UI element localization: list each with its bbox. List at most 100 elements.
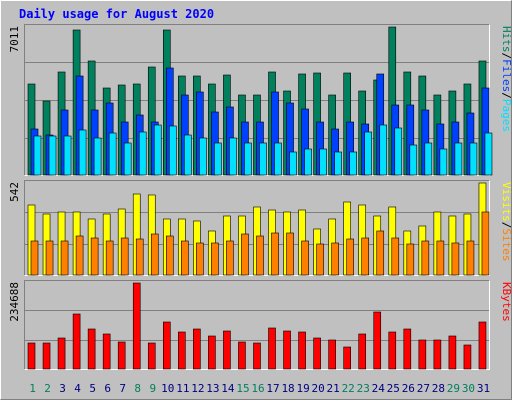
day-tick-label: 10 [161,382,174,395]
day-tick-label: 16 [251,382,264,395]
kbytes-bar-kbytes [253,342,261,370]
visits-bar-sites [286,232,294,276]
kbytes-frame-shadow [24,280,490,370]
kbytes-bar-kbytes [223,330,231,370]
kbytes-bar-kbytes [42,342,51,370]
hits-bar-pages [244,142,252,176]
day-tick-label: 14 [221,382,235,395]
kbytes-bar-kbytes [463,344,472,370]
visits-bar-sites [376,230,385,276]
kbytes-bar-kbytes [313,337,321,370]
label-part-pages: Pages [500,99,512,132]
visits-bar-sites [120,237,129,276]
day-tick-label: 23 [357,382,370,395]
hits-bar-pages [153,124,162,176]
hits-bar-pages [304,148,312,176]
day-tick-label: 8 [134,382,141,395]
visits-bar-sites [256,235,264,276]
day-tick-label: 13 [206,382,219,395]
kbytes-bar-kbytes [117,341,126,370]
day-tick-label: 28 [432,382,445,395]
kbytes-bar-kbytes [87,328,96,370]
hits-bar-pages [319,148,327,176]
day-tick-label: 15 [236,382,249,395]
hits-bar-pages [334,151,342,176]
day-tick-label: 25 [387,382,400,395]
kbytes-frame-highlight [24,280,490,370]
day-tick-label: 18 [281,382,294,395]
day-tick-label: 5 [89,382,96,395]
kbytes-bar-kbytes [373,311,382,370]
hits-bar-pages [184,134,192,176]
kbytes-bar-kbytes [132,282,141,370]
chart-title: Daily usage for August 2020 [19,7,214,21]
label-part-visits: Visits [500,182,512,222]
hits-bar-pages [199,137,207,176]
kbytes-bar-kbytes [433,339,442,370]
visits-right-label: Visits/Sites [500,182,512,262]
hits-bar-pages [78,129,87,176]
day-tick-label: 19 [296,382,309,395]
label-part-files: Files [500,59,512,92]
day-tick-label: 24 [372,382,386,395]
hits-bar-pages [63,135,72,176]
visits-bar-sites [60,240,69,276]
visits-bar-sites [90,237,99,276]
visits-frame-shadow [24,180,490,276]
hits-bar-pages [379,124,388,176]
visits-bar-sites [165,235,174,276]
hits-ymax-label: 7011 [8,26,21,53]
kbytes-bar-kbytes [268,327,276,370]
visits-bar-sites [45,240,54,276]
day-tick-label: 7 [119,382,126,395]
visits-bar-sites [75,235,84,276]
day-tick-label: 20 [312,382,325,395]
visits-bar-sites [105,240,114,276]
label-part-sites: Sites [500,228,512,261]
day-tick-label: 21 [327,382,340,395]
hits-bar-pages [229,137,237,176]
day-tick-label: 6 [104,382,111,395]
visits-frame-highlight [24,180,490,276]
visits-bar-sites [331,242,339,276]
day-tick-label: 30 [462,382,475,395]
visits-bar-sites [150,233,159,276]
visits-bar-sites [196,242,204,276]
hits-bar-pages [214,142,222,176]
day-tick-label: 2 [44,382,51,395]
day-tick-label: 9 [149,382,156,395]
kbytes-bar-kbytes [328,339,336,370]
hits-bar-pages [469,142,478,176]
day-tick-label: 12 [191,382,204,395]
visits-bar-sites [436,240,445,276]
hits-bar-pages [33,135,42,176]
hits-bar-pages [454,142,463,176]
kbytes-bar-kbytes [193,328,201,370]
kbytes-bar-kbytes [147,342,156,370]
kbytes-bar-kbytes [238,341,246,370]
kbytes-bar-kbytes [27,342,36,370]
visits-bar-sites [271,232,279,276]
hits-bar-pages [394,127,403,176]
kbytes-bar-kbytes [403,328,412,370]
kbytes-bar-kbytes [388,331,397,370]
visits-bar-sites [391,237,400,276]
hits-bar-pages [108,132,117,176]
kbytes-ymax-label: 234688 [8,282,21,322]
hits-frame-shadow [24,24,490,176]
label-part-hits: Hits [500,26,512,53]
hits-frame-highlight [24,24,490,176]
visits-bar-sites [30,240,39,276]
visits-bar-sites [135,238,144,276]
visits-bar-sites [226,240,234,276]
kbytes-bar-kbytes [57,337,66,370]
hits-bar-pages [259,142,267,176]
day-tick-label: 27 [417,382,430,395]
kbytes-bar-kbytes [178,331,186,370]
visits-bar-sites [241,233,249,276]
label-separator: / [500,222,512,229]
visits-bar-sites [481,211,490,276]
label-separator: / [500,92,512,99]
